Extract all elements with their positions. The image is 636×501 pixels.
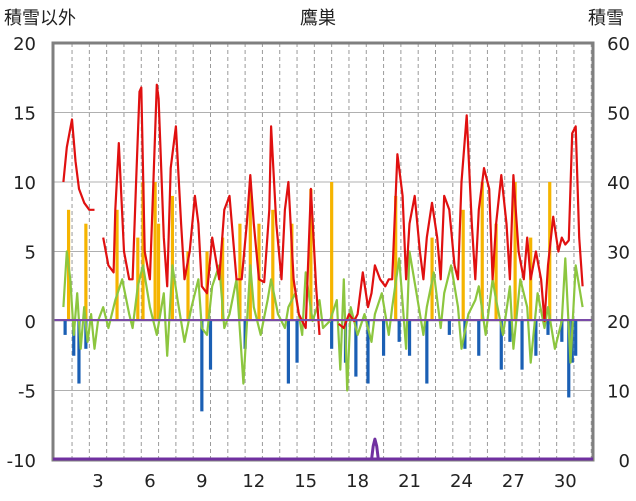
right-tick-label: 40 [607, 173, 630, 194]
bar-mark [477, 321, 481, 356]
bar-mark [243, 321, 247, 349]
series-line [102, 83, 321, 335]
x-tick-label: 21 [398, 471, 421, 492]
x-tick-label: 12 [242, 471, 265, 492]
bar-mark [200, 321, 204, 412]
bar-mark [381, 321, 386, 356]
left-axis-title: 積雪以外 [4, 8, 76, 29]
series-line [337, 114, 584, 330]
bar-mark [425, 321, 429, 384]
bar-mark [447, 321, 451, 335]
bar-mark [461, 209, 465, 321]
bar-mark [397, 321, 401, 342]
bar-mark [480, 182, 484, 321]
bar-mark [394, 195, 398, 321]
x-tick-label: 9 [196, 471, 207, 492]
left-tick-label: 0 [25, 312, 36, 333]
left-tick-label: -5 [18, 382, 36, 403]
right-tick-label: 50 [607, 104, 630, 125]
bar-mark [534, 321, 538, 356]
bar-mark [407, 321, 412, 356]
bar-mark [366, 321, 370, 384]
left-tick-label: 10 [13, 173, 36, 194]
right-tick-label: 0 [619, 451, 630, 472]
right-tick-label: 20 [607, 312, 630, 333]
bar-mark [238, 223, 242, 321]
bar-mark [513, 182, 517, 321]
bar-mark [156, 223, 161, 321]
bar-mark [546, 321, 550, 335]
bar-mark [221, 237, 225, 321]
x-tick-label: 30 [554, 471, 577, 492]
bar-mark [574, 321, 578, 356]
x-tick-label: 15 [294, 471, 317, 492]
left-tick-label: 15 [13, 104, 36, 125]
bar-mark [84, 223, 88, 321]
green-series-layer [62, 250, 584, 392]
series-line [62, 118, 95, 211]
bar-mark [141, 182, 145, 321]
bar-mark [567, 321, 571, 398]
chart-title: 鷹巣 [300, 7, 336, 29]
x-tick-label: 6 [144, 471, 155, 492]
bar-mark [136, 237, 140, 321]
bar-mark [208, 321, 213, 370]
left-tick-label: -10 [7, 451, 36, 472]
right-tick-label: 30 [607, 243, 630, 264]
bar-mark [309, 188, 313, 321]
right-tick-label: 10 [607, 382, 630, 403]
x-tick-label: 18 [346, 471, 369, 492]
bar-mark [286, 321, 290, 384]
bar-mark [115, 209, 119, 321]
x-tick-label: 27 [502, 471, 525, 492]
left-tick-label: 5 [25, 243, 36, 264]
x-tick-label: 24 [450, 471, 473, 492]
red-series-layer [62, 83, 584, 335]
x-tick-labels: 3 6 9 12 15 18 21 24 27 30 [92, 471, 576, 492]
bar-mark [499, 321, 503, 370]
bar-mark [63, 321, 67, 335]
bar-mark [354, 321, 358, 377]
bar-mark [290, 223, 294, 321]
left-tick-label: 20 [13, 34, 36, 55]
bar-mark [330, 182, 334, 321]
right-tick-label: 60 [607, 34, 630, 55]
bar-mark [508, 321, 512, 342]
bar-mark [153, 182, 157, 321]
bar-mark [520, 321, 524, 370]
right-axis-title: 積雪 [588, 8, 624, 29]
bar-mark [248, 182, 252, 321]
bar-mark [186, 251, 190, 321]
left-tick-labels: 20 15 10 5 0 -5 -10 [7, 34, 36, 472]
x-tick-label: 3 [92, 471, 103, 492]
bar-mark [494, 223, 498, 321]
right-tick-labels: 60 50 40 30 20 10 0 [607, 34, 630, 472]
bar-mark [72, 321, 76, 356]
series-line [62, 250, 584, 392]
bar-mark [271, 209, 275, 321]
bar-mark [77, 321, 81, 384]
bar-mark [295, 321, 299, 363]
bar-mark [330, 321, 334, 349]
bar-mark [560, 321, 564, 342]
bar-mark [170, 195, 175, 321]
